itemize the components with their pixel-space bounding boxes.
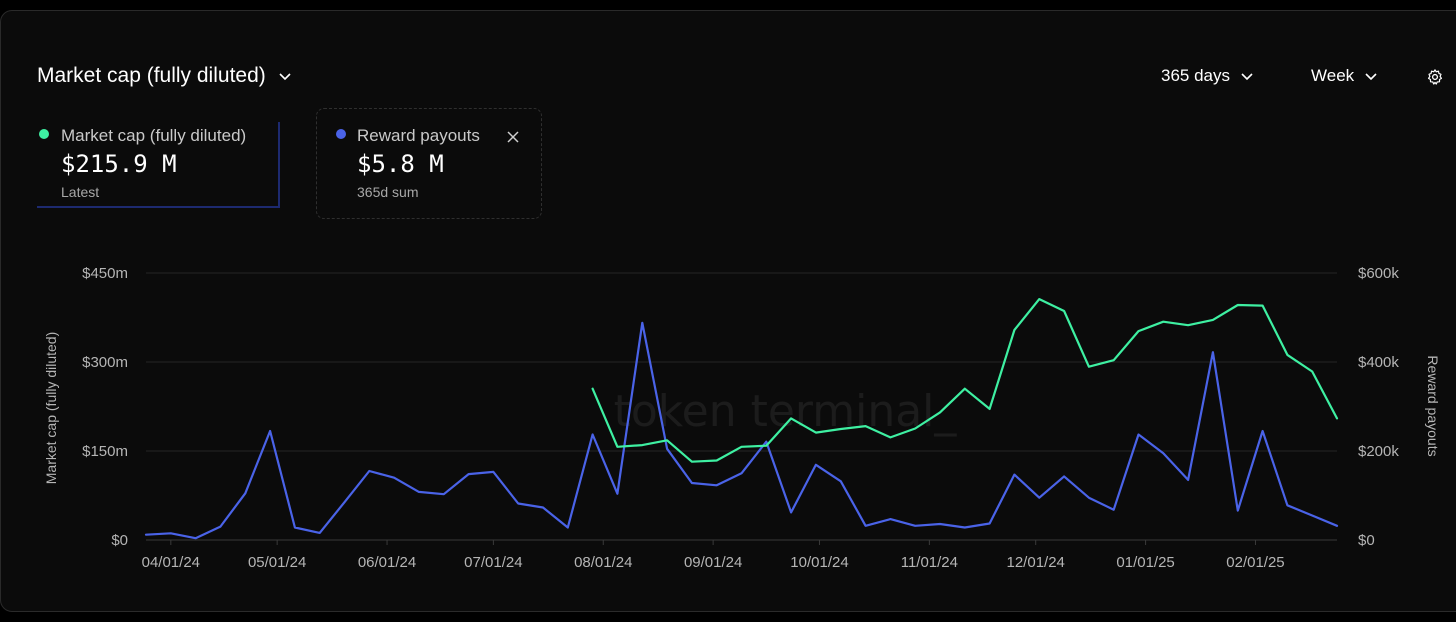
- range-label: 365 days: [1161, 66, 1230, 85]
- y-right-tick-label: $400k: [1358, 354, 1399, 371]
- x-axis-ticks: 04/01/24 05/01/24 06/01/24 07/01/24 08/01/24…: [142, 540, 1285, 571]
- interval-label: Week: [1311, 66, 1355, 85]
- reward-payouts-card[interactable]: [316, 108, 542, 219]
- market-cap-card-label: Market cap (fully diluted): [61, 126, 247, 145]
- reward-payouts-card-label: Reward payouts: [357, 126, 480, 145]
- reward-payouts-line: [144, 321, 1339, 540]
- reward-payouts-legend-dot: [336, 129, 346, 139]
- metric-selector[interactable]: Market cap (fully diluted): [37, 64, 292, 88]
- x-tick-label: 04/01/24: [142, 554, 200, 571]
- y-right-tick-label: $200k: [1358, 443, 1399, 460]
- chart-panel: [0, 10, 1456, 612]
- market-cap-line: [591, 298, 1339, 463]
- x-tick-label: 05/01/24: [248, 554, 306, 571]
- chevron-down-icon: [279, 73, 291, 81]
- y-right-tick-label: $0: [1358, 532, 1375, 549]
- y-axis-right-ticks: $0 $200k $400k $600k: [1358, 265, 1399, 549]
- x-tick-label: 09/01/24: [684, 554, 742, 571]
- y-axis-right-title: Reward payouts: [1425, 355, 1441, 456]
- x-tick-label: 02/01/25: [1226, 554, 1284, 571]
- range-dropdown[interactable]: 365 days: [1161, 66, 1254, 86]
- x-tick-label: 10/01/24: [790, 554, 848, 571]
- reward-payouts-card-value: $5.8 M: [357, 150, 444, 178]
- market-cap-card-sub: Latest: [61, 184, 100, 200]
- y-left-tick-label: $450m: [82, 265, 128, 282]
- y-left-tick-label: $150m: [82, 443, 128, 460]
- market-cap-legend-dot: [39, 129, 49, 139]
- chevron-down-icon: [1365, 73, 1377, 81]
- series-lines: [144, 298, 1339, 540]
- reward-payouts-card-sub: 365d sum: [357, 184, 419, 200]
- interval-dropdown[interactable]: Week: [1311, 66, 1378, 86]
- y-axis-left-ticks: $0 $150m $300m $450m: [82, 265, 128, 549]
- x-tick-label: 06/01/24: [358, 554, 416, 571]
- y-right-tick-label: $600k: [1358, 265, 1399, 282]
- y-left-tick-label: $0: [111, 532, 128, 549]
- x-tick-label: 07/01/24: [464, 554, 522, 571]
- gear-icon[interactable]: [1426, 68, 1444, 86]
- x-tick-label: 11/01/24: [901, 554, 958, 571]
- gridlines: [146, 272, 1337, 541]
- watermark: token terminal_: [614, 386, 958, 437]
- y-axis-left-title: Market cap (fully diluted): [43, 332, 59, 485]
- close-icon[interactable]: [506, 130, 520, 144]
- chevron-down-icon: [1241, 73, 1253, 81]
- x-tick-label: 12/01/24: [1007, 554, 1065, 571]
- x-tick-label: 01/01/25: [1116, 554, 1174, 571]
- market-cap-card[interactable]: [37, 122, 280, 208]
- y-left-tick-label: $300m: [82, 354, 128, 371]
- market-cap-card-value: $215.9 M: [61, 150, 177, 178]
- x-tick-label: 08/01/24: [574, 554, 632, 571]
- chart-title: Market cap (fully diluted): [37, 64, 266, 87]
